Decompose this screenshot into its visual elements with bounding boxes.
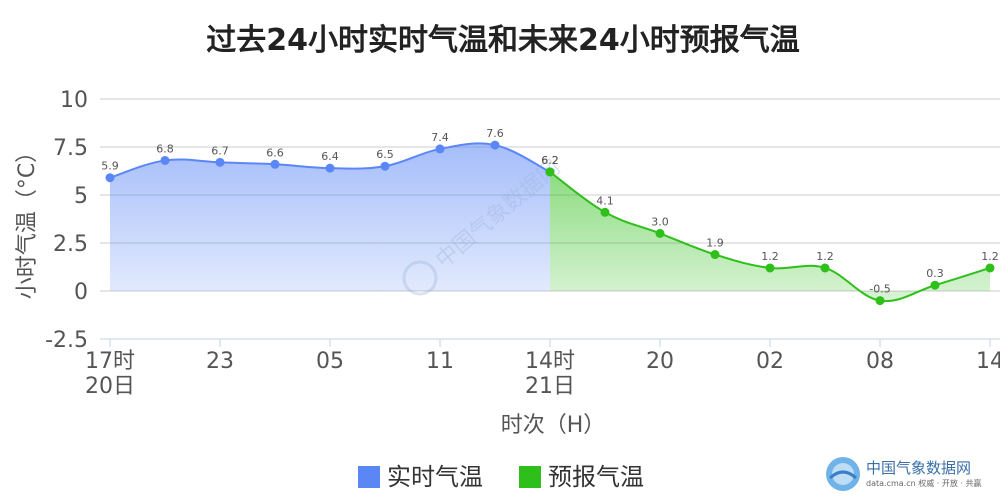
- y-tick-label: 0: [74, 280, 88, 305]
- legend-swatch-forecast: [519, 466, 541, 488]
- data-point[interactable]: [985, 263, 995, 273]
- data-point[interactable]: [820, 263, 830, 273]
- data-point[interactable]: [215, 157, 225, 167]
- brand-url: data.cma.cn 权威 · 开放 · 共赢: [866, 478, 981, 488]
- data-point[interactable]: [545, 167, 555, 177]
- legend-label-realtime: 实时气温: [387, 463, 483, 491]
- data-label: 6.2: [541, 154, 559, 167]
- x-tick-label: 11: [426, 349, 454, 374]
- data-point[interactable]: [380, 161, 390, 171]
- y-tick-label: 2.5: [53, 232, 88, 257]
- data-point[interactable]: [930, 280, 940, 290]
- data-point[interactable]: [875, 296, 885, 306]
- data-label: 4.1: [596, 194, 614, 207]
- data-label: 6.5: [376, 148, 394, 161]
- x-tick-label: 14: [976, 349, 1000, 374]
- x-axis-title: 时次（H）: [501, 413, 606, 438]
- x-tick-label: 20: [646, 349, 674, 374]
- x-tick-label: 23: [206, 349, 234, 374]
- legend-label-forecast: 预报气温: [548, 463, 644, 491]
- data-point[interactable]: [325, 163, 335, 173]
- brand-name: 中国气象数据网: [866, 459, 971, 477]
- x-tick-sublabel: 21日: [525, 374, 575, 399]
- series-areas: [110, 143, 990, 302]
- x-tick-label: 17时: [85, 349, 135, 374]
- x-tick-sublabel: 20日: [85, 374, 135, 399]
- legend: 实时气温 预报气温: [358, 463, 644, 491]
- x-tick-label: 08: [866, 349, 894, 374]
- data-point[interactable]: [435, 144, 445, 154]
- data-point[interactable]: [655, 228, 665, 238]
- data-labels: 5.96.8 6.7 6.6 6.4 6.57.4 7.66.26.24.13.01.91…: [101, 127, 999, 296]
- y-ticks: 10 7.5 5 2.5 0 -2.5: [45, 88, 88, 353]
- data-label: 5.9: [101, 160, 119, 173]
- data-label: 7.4: [431, 131, 449, 144]
- legend-swatch-realtime: [358, 466, 380, 488]
- series-area-0: [110, 143, 550, 291]
- data-point[interactable]: [490, 140, 500, 150]
- series-area-1: [550, 171, 990, 302]
- watermark-logo-icon: [402, 260, 438, 296]
- y-tick-label: 10: [60, 88, 88, 113]
- data-point[interactable]: [270, 159, 280, 169]
- legend-item-forecast[interactable]: 预报气温: [519, 463, 644, 491]
- data-label: 3.0: [651, 215, 669, 228]
- data-point[interactable]: [160, 155, 170, 165]
- data-point[interactable]: [105, 173, 115, 183]
- data-label: 6.2: [541, 154, 559, 167]
- data-label: 1.2: [816, 250, 834, 263]
- data-label: 6.6: [266, 146, 284, 159]
- data-label: -0.5: [869, 283, 890, 296]
- y-tick-label: 7.5: [53, 136, 88, 161]
- data-point[interactable]: [600, 207, 610, 217]
- branding: 中国气象数据网 data.cma.cn 权威 · 开放 · 共赢: [826, 457, 981, 491]
- data-label: 6.4: [321, 150, 339, 163]
- legend-item-realtime[interactable]: 实时气温: [358, 463, 483, 491]
- series-points: [105, 140, 995, 306]
- chart-title: 过去24小时实时气温和未来24小时预报气温: [206, 23, 800, 58]
- y-tick-label: 5: [74, 184, 88, 209]
- data-label: 1.9: [706, 237, 724, 250]
- x-tick-label: 05: [316, 349, 344, 374]
- data-point[interactable]: [710, 250, 720, 260]
- data-label: 6.8: [156, 142, 174, 155]
- data-label: 1.2: [981, 250, 999, 263]
- x-tick-label: 02: [756, 349, 784, 374]
- y-axis-title: 小时气温（°C）: [15, 141, 40, 299]
- data-label: 6.7: [211, 144, 229, 157]
- data-point[interactable]: [765, 263, 775, 273]
- cma-logo-icon: [826, 457, 860, 491]
- x-tick-label: 14时: [525, 349, 575, 374]
- y-tick-label: -2.5: [45, 328, 88, 353]
- data-label: 1.2: [761, 250, 779, 263]
- data-label: 7.6: [486, 127, 504, 140]
- data-label: 0.3: [926, 267, 944, 280]
